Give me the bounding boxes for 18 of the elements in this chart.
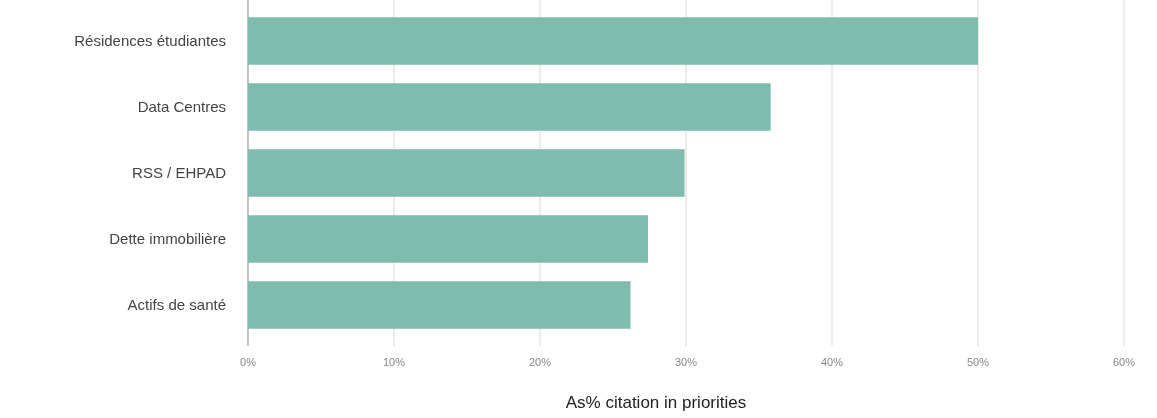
bar	[248, 281, 631, 329]
x-tick-label: 50%	[966, 356, 990, 368]
x-tick-label: 10%	[382, 356, 406, 368]
x-tick-label: 60%	[1112, 356, 1136, 368]
bar	[248, 215, 649, 263]
x-tick-label: 40%	[820, 356, 844, 368]
x-tick-label: 30%	[674, 356, 698, 368]
x-tick-label: 0%	[240, 356, 257, 368]
bar	[248, 17, 978, 65]
y-tick-label: Data Centres	[137, 98, 226, 116]
y-tick-label: RSS / EHPAD	[132, 164, 227, 182]
bar	[248, 83, 771, 131]
y-tick-label: Résidences étudiantes	[74, 32, 226, 50]
bar	[248, 149, 685, 197]
y-tick-label: Dette immobilière	[109, 230, 226, 248]
y-tick-label: Actifs de santé	[127, 296, 226, 314]
x-tick-label: 20%	[528, 356, 552, 368]
x-axis-title: As% citation in priorities	[565, 393, 747, 412]
